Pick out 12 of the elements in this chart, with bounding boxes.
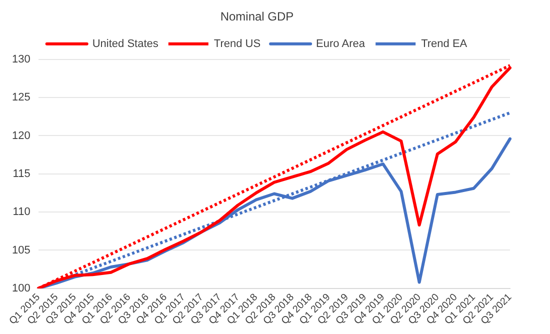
y-tick-label: 120 xyxy=(12,130,30,142)
chart-title: Nominal GDP xyxy=(220,10,294,24)
legend-label: Trend US xyxy=(214,38,261,50)
y-tick-label: 115 xyxy=(12,168,30,180)
y-tick-label: 130 xyxy=(12,53,30,66)
y-tick-label: 100 xyxy=(12,282,30,294)
legend-label: Trend EA xyxy=(421,38,468,50)
legend-label: United States xyxy=(92,38,159,50)
y-tick-label: 105 xyxy=(12,244,30,256)
y-tick-label: 125 xyxy=(12,92,30,104)
legend-label: Euro Area xyxy=(316,38,366,50)
y-tick-label: 110 xyxy=(12,206,30,218)
